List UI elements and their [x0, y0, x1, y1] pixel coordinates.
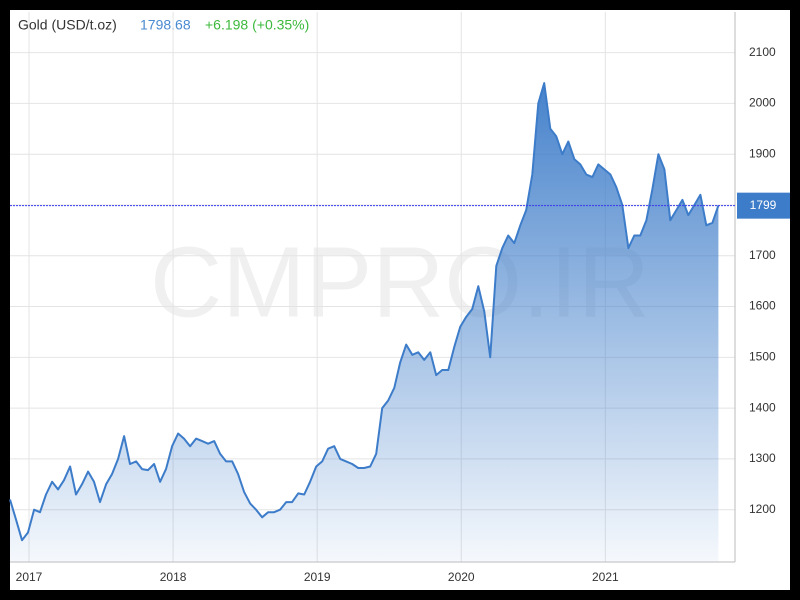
y-tick-label: 1700	[749, 248, 776, 262]
y-tick-label: 1200	[749, 502, 776, 516]
price-marker	[737, 192, 790, 219]
x-tick-label: 2021	[592, 570, 619, 584]
y-tick-label: 1400	[749, 400, 776, 414]
x-tick-label: 2020	[448, 570, 475, 584]
y-tick-label: 1500	[749, 350, 776, 364]
y-tick-label: 1300	[749, 451, 776, 465]
y-tick-label: 1900	[749, 146, 776, 160]
last-price: 1798.68	[140, 17, 191, 33]
x-tick-label: 2017	[16, 570, 43, 584]
area	[10, 83, 719, 562]
line	[9, 82, 720, 542]
price-marker-label: 1799	[750, 198, 777, 212]
x-tick-label: 2019	[304, 570, 331, 584]
y-tick-label: 2100	[749, 45, 776, 59]
y-tick-label: 2000	[749, 96, 776, 110]
y-tick-label: 1600	[749, 299, 776, 313]
x-tick-label: 2018	[160, 570, 187, 584]
price-change: +6.198 (+0.35%)	[205, 17, 309, 33]
chart-title: Gold (USD/t.oz)	[18, 17, 117, 33]
